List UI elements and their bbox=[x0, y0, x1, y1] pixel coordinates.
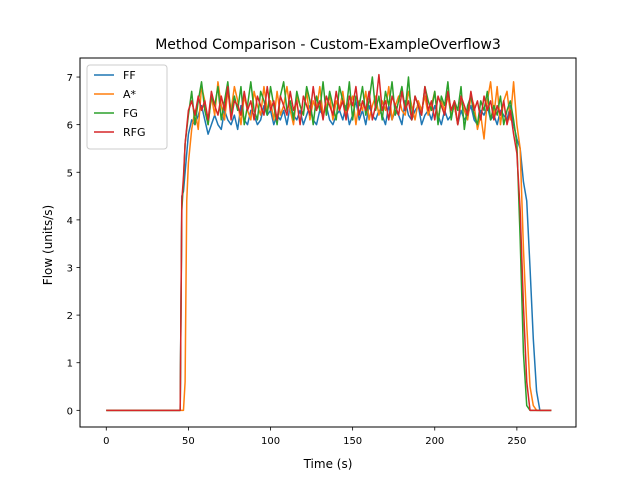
series-line-a- bbox=[106, 81, 552, 412]
x-tick-label: 100 bbox=[261, 436, 280, 447]
y-tick-label: 5 bbox=[67, 168, 73, 179]
legend-box bbox=[86, 64, 168, 150]
y-tick-label: 7 bbox=[67, 73, 73, 84]
series-line-fg bbox=[106, 76, 552, 412]
chart-title: Method Comparison - Custom-ExampleOverfl… bbox=[155, 37, 501, 53]
y-tick-label: 3 bbox=[67, 263, 73, 274]
y-tick-label: 0 bbox=[67, 406, 73, 417]
y-axis-ticks: 0 1 2 3 4 5 6 7 bbox=[67, 73, 80, 417]
plot-lines bbox=[106, 73, 552, 412]
legend-entry: A* bbox=[123, 88, 137, 101]
x-axis-ticks: 0 50 100 150 200 250 bbox=[103, 427, 526, 447]
x-tick-label: 250 bbox=[507, 436, 526, 447]
x-tick-label: 150 bbox=[343, 436, 362, 447]
y-tick-label: 1 bbox=[67, 359, 73, 370]
x-axis-label: Time (s) bbox=[303, 457, 353, 471]
x-tick-label: 50 bbox=[182, 436, 195, 447]
y-axis-label: Flow (units/s) bbox=[41, 205, 55, 285]
x-tick-label: 200 bbox=[425, 436, 444, 447]
legend-entry: RFG bbox=[123, 126, 146, 139]
plot-frame bbox=[79, 57, 577, 428]
legend-entry: FF bbox=[123, 69, 136, 82]
legend-entry: FG bbox=[123, 107, 138, 120]
legend: FF A* FG RFG bbox=[86, 64, 168, 150]
y-tick-label: 2 bbox=[67, 311, 73, 322]
series-line-rfg bbox=[106, 73, 552, 412]
y-tick-label: 4 bbox=[67, 216, 73, 227]
y-tick-label: 6 bbox=[67, 121, 73, 132]
x-tick-label: 0 bbox=[103, 436, 109, 447]
